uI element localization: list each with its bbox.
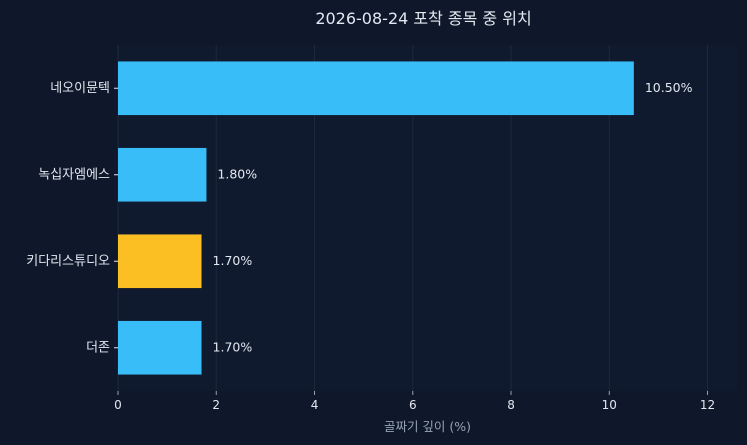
x-axis-title: 골짜기 깊이 (%) <box>384 419 471 434</box>
value-label: 1.70% <box>213 253 253 268</box>
value-label: 10.50% <box>645 80 693 95</box>
bar <box>118 147 207 202</box>
value-label: 1.70% <box>213 339 253 354</box>
value-label: 1.80% <box>217 166 257 181</box>
category-label: 더존 <box>86 340 110 355</box>
category-label: 키다리스튜디오 <box>26 254 110 269</box>
bar <box>118 234 202 289</box>
x-tick-label: 8 <box>507 398 515 412</box>
bar <box>118 320 202 375</box>
x-tick-label: 10 <box>602 398 617 412</box>
x-tick-label: 4 <box>311 398 319 412</box>
chart-title: 2026-08-24 포착 종목 중 위치 <box>315 9 531 28</box>
x-tick-label: 12 <box>700 398 715 412</box>
category-label: 네오이뮨텍 <box>50 81 110 96</box>
x-tick-label: 2 <box>212 398 220 412</box>
bar <box>118 61 634 116</box>
bars: 10.50% 1.80% 1.70% 1.70% <box>118 61 693 375</box>
x-tick-label: 6 <box>409 398 417 412</box>
category-label: 녹십자엠에스 <box>38 167 110 182</box>
x-tick-label: 0 <box>114 398 122 412</box>
